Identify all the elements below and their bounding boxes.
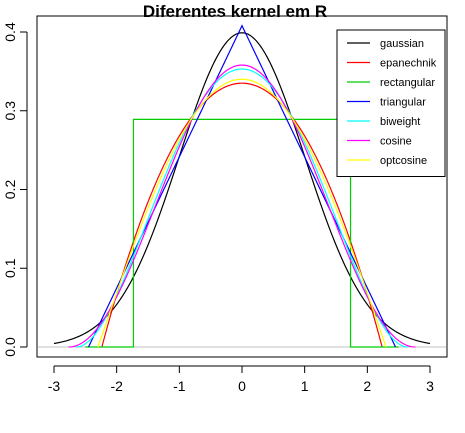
chart-title: Diferentes kernel em R	[143, 2, 327, 21]
series-lines	[53, 24, 431, 348]
y-axis: 0.0 0.1 0.2 0.3 0.4	[2, 22, 28, 357]
legend-label: triangular	[380, 97, 426, 109]
x-tick-label: 1	[301, 378, 309, 394]
legend-label: rectangular	[380, 77, 435, 89]
series-line-biweight	[76, 68, 408, 348]
x-tick-label: -3	[48, 378, 61, 394]
legend-label: gaussian	[380, 38, 424, 50]
legend-label: optcosine	[380, 155, 427, 167]
y-tick-label: 0.2	[2, 180, 18, 200]
legend-label: cosine	[380, 136, 412, 148]
y-tick-label: 0.4	[2, 22, 18, 42]
y-tick-label: 0.0	[2, 337, 18, 357]
legend-label: biweight	[380, 116, 420, 128]
series-line-cosine	[68, 64, 416, 348]
legend-label: epanechnik	[380, 58, 437, 70]
x-axis: -3 -2 -1 0 1 2 3	[48, 365, 434, 394]
x-tick-label: 2	[363, 378, 371, 394]
series-line-epanechnik	[101, 82, 383, 348]
x-tick-label: 3	[426, 378, 434, 394]
y-tick-label: 0.3	[2, 101, 18, 121]
legend-box	[336, 29, 446, 177]
x-tick-label: -1	[173, 378, 186, 394]
y-tick-label: 0.1	[2, 258, 18, 278]
x-tick-label: 0	[238, 378, 246, 394]
x-tick-label: -2	[110, 378, 123, 394]
series-line-rectangular	[85, 118, 399, 348]
series-line-optcosine	[97, 78, 387, 348]
legend: gaussian epanechnik rectangular triangular b…	[336, 29, 446, 177]
plot-area	[36, 15, 448, 358]
series-line-gaussian	[53, 32, 431, 345]
